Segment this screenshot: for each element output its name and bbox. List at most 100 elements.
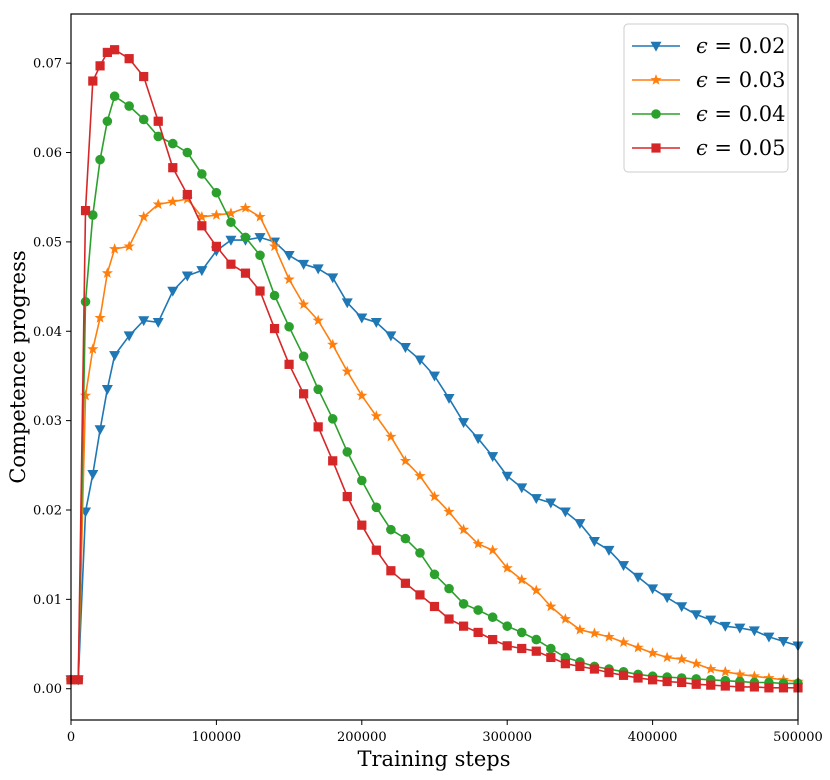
data-point [603,631,615,642]
plot-frame [70,13,799,721]
data-point [371,502,382,513]
data-point [312,314,324,326]
data-point [443,505,455,517]
legend-box [623,23,789,173]
data-point [196,266,208,277]
data-point [399,454,411,466]
data-point [501,562,513,573]
data-point [168,163,178,173]
data-point [588,627,601,639]
data-point [517,643,527,654]
data-point [502,641,512,651]
data-point [632,572,644,583]
data-point [647,647,659,658]
legend-entry: ϵ = 0.03 [632,68,785,92]
data-point [458,621,469,631]
data-point [400,533,411,544]
data-point [516,483,528,494]
data-point [313,384,323,395]
data-point [764,683,774,693]
x-tick-label: 0 [67,730,75,745]
data-point [181,271,193,282]
data-point [720,681,730,691]
data-point [210,209,222,220]
data-point [690,657,702,669]
series-triangle-down [65,233,804,686]
data-point [211,187,222,198]
data-point [123,240,135,252]
plot-content [65,45,804,693]
data-point [647,675,658,685]
legend-marker [650,41,662,52]
data-point [546,652,556,663]
data-point [546,643,556,654]
data-point [618,670,629,680]
data-point [284,321,294,332]
data-point [313,422,323,432]
data-point [458,599,469,609]
data-point [444,614,454,624]
data-point [473,627,483,638]
data-point [357,520,367,530]
data-point [633,673,643,683]
data-point [196,211,208,222]
data-point [589,664,600,674]
data-point [327,273,339,284]
data-point [341,298,353,309]
data-point [356,313,368,324]
data-point [763,632,775,643]
data-point [749,682,759,692]
data-point [676,602,688,613]
data-point [211,241,222,251]
data-point [80,206,91,216]
data-point [735,682,745,692]
data-point [617,636,630,647]
data-point [254,233,266,244]
data-point [545,498,557,509]
data-point [444,583,454,594]
legend-marker [651,109,661,119]
x-axis-ticks: 0 100000 200000 300000 400000 500000 [67,720,823,745]
data-point [575,661,585,671]
data-point [225,235,237,246]
data-point [386,566,396,576]
series-line [71,236,799,681]
data-point [516,627,527,638]
data-point [516,573,528,585]
data-point [734,668,746,680]
data-point [385,331,397,342]
data-point [327,414,338,424]
data-point [123,331,135,342]
data-point [182,147,193,158]
data-point [239,202,252,213]
y-tick-label: 0.00 [33,682,62,697]
data-point [356,475,367,486]
x-tick-label: 100000 [192,730,242,745]
series-square [66,45,803,693]
data-point [487,452,499,462]
legend-label: ϵ = 0.03 [696,68,785,92]
data-point [488,634,498,645]
data-point [574,623,586,635]
data-point [152,198,164,210]
x-tick-label: 200000 [337,730,387,745]
y-tick-label: 0.06 [33,146,62,161]
data-point [138,211,150,222]
y-axis-ticks: 0.00 0.01 0.02 0.03 0.04 0.05 0.06 0.07 [33,57,71,697]
data-point [530,584,542,596]
legend: ϵ = 0.02 ϵ = 0.03 ϵ = 0.04 ϵ = 0.05 [623,23,789,173]
series-circle [66,91,803,689]
data-point [661,651,673,663]
data-point [691,679,701,689]
data-point [632,641,644,653]
data-point [531,634,542,645]
data-point [414,355,426,366]
data-point [676,653,688,664]
legend-label: ϵ = 0.05 [696,136,785,160]
data-point [124,101,134,111]
data-point [705,663,717,674]
data-point [400,578,411,588]
legend-entry: ϵ = 0.02 [632,34,785,58]
data-point [502,621,513,631]
